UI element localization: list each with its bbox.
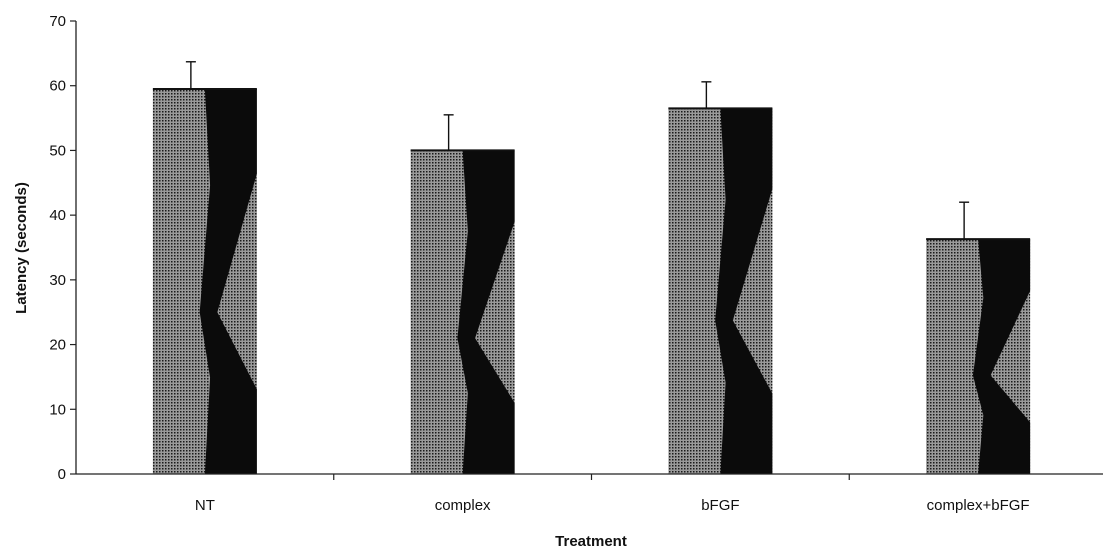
x-ticks-layer: NT complex bFGF complex+bFGF xyxy=(195,474,1030,514)
y-tick-label: 60 xyxy=(49,78,66,95)
y-axis-title: Latency (seconds) xyxy=(13,182,30,314)
bar-group xyxy=(152,87,257,474)
x-tick-label: NT xyxy=(195,497,215,514)
x-tick-label: bFGF xyxy=(701,497,739,514)
bars-layer xyxy=(152,87,1031,474)
bar-shading xyxy=(972,239,1031,474)
y-tick-label: 70 xyxy=(49,13,66,30)
y-ticks-layer: 0 10 20 30 40 50 60 70 xyxy=(49,13,76,483)
x-tick-label: complex+bFGF xyxy=(927,497,1030,514)
x-tick-label: complex xyxy=(435,497,491,514)
y-tick-label: 0 xyxy=(58,466,66,483)
y-tick-label: 40 xyxy=(49,207,66,224)
axes-layer xyxy=(75,21,1103,475)
error-bars-layer xyxy=(185,61,970,240)
y-tick-label: 30 xyxy=(49,272,66,289)
bar-group xyxy=(668,107,773,474)
bar-group xyxy=(926,238,1031,474)
y-tick-label: 10 xyxy=(49,401,66,418)
bar-shading xyxy=(199,88,257,474)
x-axis-title: Treatment xyxy=(555,533,627,550)
bar-shading xyxy=(457,150,515,474)
y-tick-label: 20 xyxy=(49,337,66,354)
bar-group xyxy=(410,149,515,474)
bar-shading xyxy=(715,108,773,474)
y-tick-label: 50 xyxy=(49,142,66,159)
